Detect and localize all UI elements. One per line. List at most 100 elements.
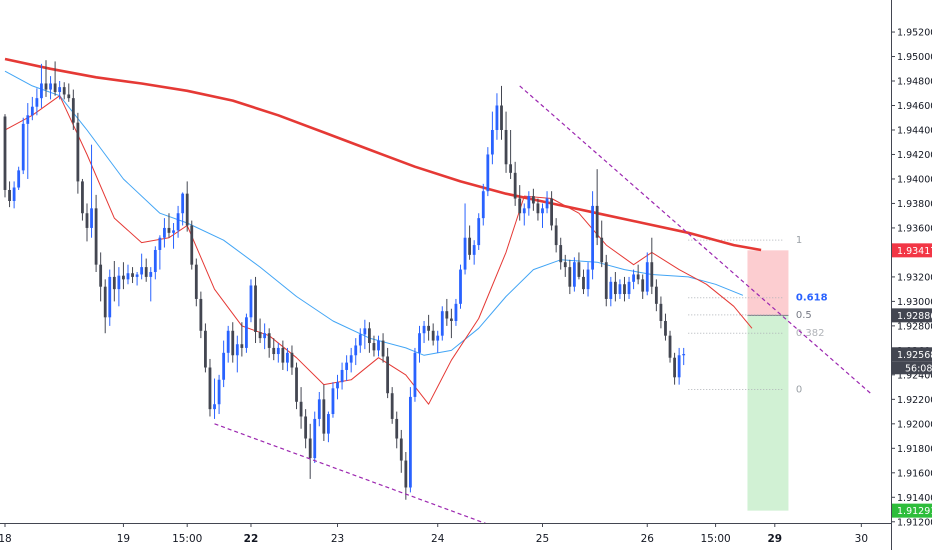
candle-body <box>3 116 7 190</box>
candle-body <box>358 334 362 346</box>
candle-body <box>645 262 649 292</box>
candle <box>327 411 330 443</box>
countdown-label: 56:08 <box>905 363 932 374</box>
candle-body <box>190 225 194 265</box>
candle-body <box>604 262 608 299</box>
candle <box>582 269 585 295</box>
candle <box>554 218 558 253</box>
candle <box>613 272 617 302</box>
candle-body <box>163 227 166 238</box>
candle <box>249 279 253 323</box>
time-axis[interactable]: 18 19 15:00 22 23 24 25 26 15:00 29 30 <box>0 523 891 550</box>
candle <box>204 323 207 373</box>
candle <box>112 260 116 302</box>
candle-body <box>17 170 21 188</box>
long-position-tool[interactable] <box>747 250 789 511</box>
candle-body <box>454 303 458 321</box>
candle-body <box>682 354 686 356</box>
candle <box>40 63 43 108</box>
candle <box>527 191 531 216</box>
candle <box>354 338 358 366</box>
fib-level-label: 0 <box>796 385 802 396</box>
trendlines[interactable] <box>214 85 871 524</box>
candle-body <box>654 286 658 304</box>
candle <box>481 183 485 226</box>
candle <box>664 313 667 341</box>
candle <box>58 81 62 100</box>
candle <box>172 223 175 249</box>
candle <box>408 387 412 493</box>
candle <box>490 111 494 165</box>
ema-slow-line <box>4 57 762 252</box>
candle-body <box>30 106 34 116</box>
candle-body <box>272 347 276 355</box>
candle <box>345 355 349 381</box>
candle-body <box>49 83 52 90</box>
candle-body <box>249 285 253 318</box>
candle-body <box>368 328 371 344</box>
candle-body <box>240 344 244 348</box>
candle <box>181 192 185 226</box>
candle <box>550 191 553 231</box>
candle <box>618 279 622 299</box>
candle-body <box>267 333 271 348</box>
price-tick-label: 1.92200 <box>897 395 932 406</box>
candle-body <box>140 267 144 275</box>
candle-body <box>513 172 517 199</box>
candle-body <box>345 362 349 370</box>
candle-body <box>194 264 198 299</box>
price-axis[interactable]: 1.95200 1.95000 1.94800 1.94600 1.94400 1.942… <box>891 0 932 550</box>
candle-body <box>664 320 667 336</box>
candle-body <box>536 203 540 214</box>
candle-body <box>35 98 39 107</box>
time-tick-label: 22 <box>244 533 259 545</box>
candle-body <box>222 352 226 380</box>
candle <box>199 291 203 339</box>
candle-body <box>436 335 440 341</box>
price-tick-label: 1.91800 <box>897 444 932 455</box>
candle-body <box>486 154 490 192</box>
candle <box>117 267 121 307</box>
take-profit-zone <box>747 315 789 511</box>
candle <box>240 322 244 357</box>
candle <box>213 378 216 419</box>
candle <box>258 318 262 344</box>
candle-body <box>472 245 476 255</box>
candle <box>122 262 125 290</box>
candle-body <box>67 94 71 99</box>
candle-body <box>204 330 207 368</box>
candle <box>226 325 230 363</box>
candle <box>163 218 166 248</box>
candle-body <box>254 285 257 333</box>
fib-level-label: 0.5 <box>796 310 812 321</box>
candle-body <box>541 208 544 214</box>
candle <box>591 191 594 280</box>
candle <box>627 276 631 299</box>
candle-body <box>477 218 481 246</box>
candle-body <box>213 404 216 410</box>
candle <box>12 181 16 209</box>
candle <box>94 194 98 273</box>
price-tick-label: 1.95000 <box>897 52 932 63</box>
price-tick-label: 1.91600 <box>897 468 932 479</box>
candle-body <box>377 340 380 351</box>
candle <box>390 387 394 424</box>
candle-body <box>340 369 344 383</box>
candle <box>463 203 467 275</box>
candle-body <box>668 335 672 358</box>
time-tick-label: 30 <box>855 533 868 545</box>
candle-body <box>8 189 11 201</box>
fib-retracement-tool[interactable]: 1 0.618 0.5 0.382 0 <box>688 235 828 396</box>
candle <box>49 76 52 100</box>
candle-body <box>418 333 421 353</box>
candle <box>85 203 89 242</box>
candle <box>513 161 517 206</box>
candle-body <box>518 198 522 214</box>
time-tick-label: 29 <box>767 533 782 545</box>
candle <box>427 314 431 341</box>
candle <box>577 252 581 280</box>
candle <box>194 258 198 307</box>
candle <box>641 274 645 299</box>
